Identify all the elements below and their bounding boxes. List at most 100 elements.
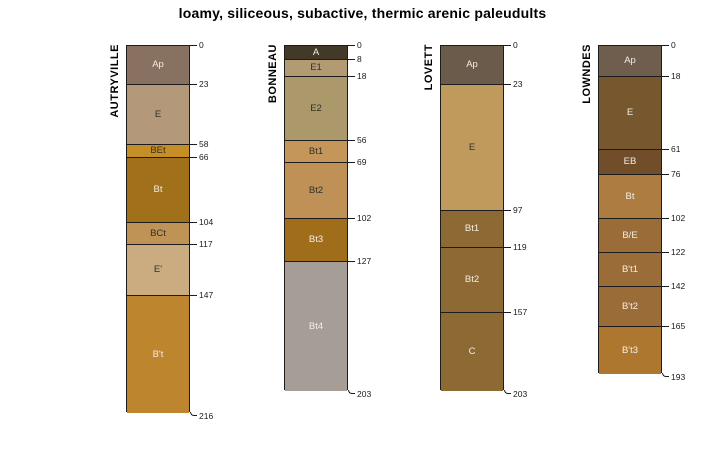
profile-name-label: LOVETT — [423, 44, 435, 91]
depth-tick-label: 142 — [671, 281, 686, 291]
depth-tick — [348, 218, 355, 219]
horizon-label: Bt3 — [308, 234, 324, 245]
depth-tick-label: 0 — [199, 40, 204, 50]
horizon-rect: A — [285, 46, 347, 60]
profile-name-label: BONNEAU — [267, 44, 279, 104]
horizon-rect: E — [441, 85, 503, 211]
horizon-rect: Ap — [441, 46, 503, 85]
horizon-rect: Ap — [127, 46, 189, 85]
horizon-rect: Bt1 — [285, 141, 347, 163]
profile-column: Ap E EB Bt B/E B't1 B't2 B't3 — [598, 45, 662, 374]
depth-tick — [662, 373, 669, 377]
profile-name-label: AUTRYVILLE — [109, 44, 121, 118]
depth-tick-label: 23 — [199, 79, 209, 89]
horizon-label: Ap — [152, 59, 164, 70]
depth-tick — [190, 244, 197, 245]
depth-tick-label: 216 — [199, 411, 214, 421]
depth-tick-label: 119 — [513, 242, 527, 252]
depth-tick — [348, 140, 355, 141]
horizon-label: BCt — [150, 227, 166, 239]
horizon-label: Bt — [153, 184, 163, 195]
profile-column: Ap E Bt1 Bt2 C — [440, 45, 504, 391]
depth-tick — [504, 210, 511, 211]
horizon-label: E1 — [310, 62, 322, 73]
horizon-label: E — [468, 141, 476, 153]
depth-tick — [190, 84, 197, 85]
depth-tick-label: 18 — [357, 71, 367, 81]
horizon-label: A — [312, 46, 320, 58]
horizon-rect: B't2 — [599, 287, 661, 327]
depth-tick — [190, 295, 197, 296]
horizon-label: E — [626, 107, 634, 118]
horizon-label: B't1 — [621, 263, 639, 275]
depth-tick — [190, 144, 197, 145]
depth-tick-label: 102 — [671, 213, 686, 223]
horizon-label: E2 — [310, 102, 322, 114]
depth-tick-label: 76 — [671, 169, 681, 179]
chart-title: loamy, siliceous, subactive, thermic are… — [178, 5, 547, 21]
depth-tick — [190, 45, 197, 46]
depth-tick — [662, 326, 669, 327]
horizon-rect: B't1 — [599, 253, 661, 287]
depth-tick-label: 0 — [357, 40, 362, 50]
profile-column: A E1 E2 Bt1 Bt2 Bt3 Bt4 — [284, 45, 348, 391]
horizon-label: BEt — [150, 145, 166, 156]
depth-tick — [348, 59, 355, 60]
horizon-rect: E' — [127, 245, 189, 296]
depth-tick — [662, 174, 669, 175]
depth-tick-label: 203 — [513, 389, 528, 399]
depth-tick-label: 122 — [671, 247, 686, 257]
horizon-label: Bt1 — [464, 223, 480, 234]
horizon-rect: Bt — [599, 175, 661, 219]
depth-tick-label: 0 — [671, 40, 676, 50]
depth-tick-label: 117 — [199, 239, 213, 249]
depth-tick — [190, 412, 197, 416]
horizon-rect: BEt — [127, 145, 189, 158]
depth-tick — [348, 45, 355, 46]
depth-tick-label: 61 — [671, 144, 681, 154]
depth-tick — [504, 247, 511, 248]
depth-tick — [662, 45, 669, 46]
depth-tick-label: 97 — [513, 205, 523, 215]
horizon-rect: E — [599, 77, 661, 150]
depth-tick-label: 147 — [199, 290, 214, 300]
horizon-label: B't3 — [621, 344, 639, 356]
depth-tick — [504, 312, 511, 313]
horizon-rect: Bt3 — [285, 219, 347, 262]
depth-tick — [662, 218, 669, 219]
horizon-label: E' — [153, 264, 163, 275]
depth-tick — [662, 76, 669, 77]
depth-tick-label: 104 — [199, 217, 214, 227]
horizon-label: Bt2 — [308, 184, 324, 196]
horizon-label: Bt — [625, 190, 635, 202]
depth-tick — [662, 149, 669, 150]
horizon-label: EB — [623, 156, 637, 167]
horizon-label: Ap — [466, 59, 478, 70]
depth-tick-label: 203 — [357, 389, 372, 399]
depth-tick — [190, 222, 197, 223]
depth-tick — [190, 157, 197, 158]
horizon-rect: Bt — [127, 158, 189, 223]
horizon-rect: BCt — [127, 223, 189, 245]
depth-tick-label: 23 — [513, 79, 523, 89]
depth-tick-label: 157 — [513, 307, 528, 317]
depth-tick-label: 8 — [357, 54, 362, 64]
horizon-rect: EB — [599, 150, 661, 175]
depth-tick-label: 165 — [671, 321, 686, 331]
horizon-label: B't — [152, 348, 164, 360]
horizon-label: Bt1 — [308, 145, 324, 157]
horizon-label: Bt2 — [464, 274, 480, 285]
horizon-rect: Bt2 — [441, 248, 503, 313]
horizon-rect: Bt4 — [285, 262, 347, 391]
horizon-label: E — [154, 108, 162, 120]
depth-tick — [348, 261, 355, 262]
depth-tick — [662, 252, 669, 253]
depth-tick-label: 56 — [357, 135, 367, 145]
depth-tick-label: 102 — [357, 213, 372, 223]
depth-tick-label: 69 — [357, 157, 367, 167]
depth-tick-label: 127 — [357, 256, 372, 266]
depth-tick-label: 66 — [199, 152, 209, 162]
horizon-label: B't2 — [621, 300, 639, 312]
horizon-rect: E — [127, 85, 189, 145]
